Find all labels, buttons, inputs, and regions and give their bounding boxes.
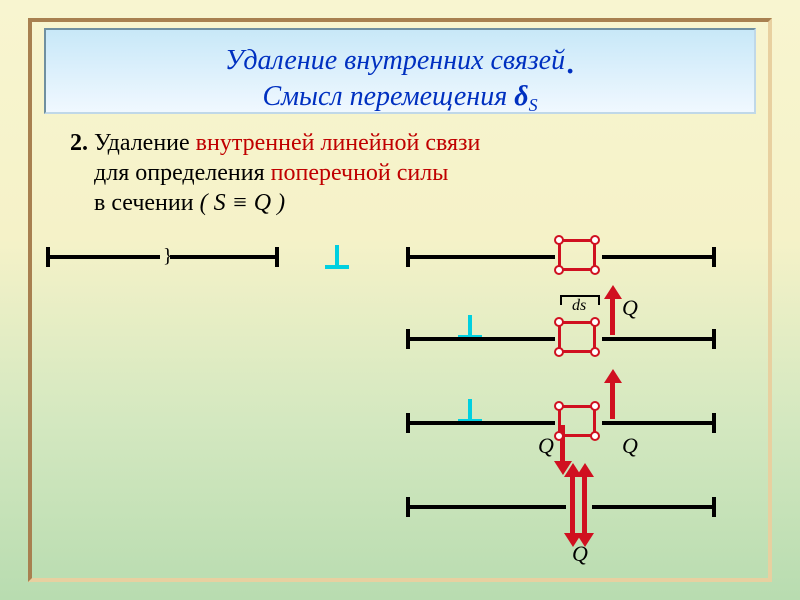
diagram-canvas: } ds Q Q Q Q — [50, 255, 750, 575]
Q-label: Q — [622, 433, 638, 459]
Q-label: Q — [622, 295, 638, 321]
Q-label: Q — [572, 541, 588, 567]
double-arrow — [582, 475, 587, 535]
support-icon — [325, 245, 349, 269]
beam-segment — [602, 255, 712, 259]
beam-segment — [170, 255, 275, 259]
title-box: Удаление внутренних связей. Смысл переме… — [44, 28, 756, 114]
hinge-element — [558, 405, 596, 437]
title-line2: Смысл перемещения δS — [46, 81, 754, 116]
body-p2: для определения — [94, 160, 271, 186]
support-icon — [458, 315, 482, 339]
beam-segment — [50, 255, 160, 259]
double-arrow — [570, 475, 575, 535]
support-icon — [458, 399, 482, 423]
item-number: 2. — [70, 130, 88, 156]
body-text: 2. Удаление внутренней линейной связи дл… — [70, 128, 730, 218]
title-prefix: Смысл перемещения — [262, 81, 514, 112]
beam-segment — [592, 505, 712, 509]
body-red2: поперечной силы — [271, 160, 449, 186]
hinge-element — [558, 239, 596, 271]
beam-segment — [410, 255, 555, 259]
body-red1: внутренней линейной связи — [196, 130, 481, 156]
hinge-element — [558, 321, 596, 353]
beam-segment — [602, 421, 712, 425]
beam-segment — [410, 337, 555, 341]
title-delta: δ — [514, 81, 528, 112]
beam-segment — [602, 337, 712, 341]
force-arrow-up — [610, 381, 615, 419]
beam-segment — [410, 421, 555, 425]
title-dot: . — [565, 37, 575, 82]
title-line1: Удаление внутренних связей. — [46, 36, 754, 83]
formula: ( S ≡ Q ) — [200, 190, 286, 216]
beam-segment — [410, 505, 566, 509]
title-text-1: Удаление внутренних связей — [225, 45, 565, 76]
force-arrow-up — [610, 297, 615, 335]
body-p3: в сечении — [94, 190, 200, 216]
ds-label: ds — [572, 297, 586, 315]
body-p1: Удаление — [94, 130, 196, 156]
title-sub: S — [529, 95, 538, 115]
Q-label: Q — [538, 433, 554, 459]
